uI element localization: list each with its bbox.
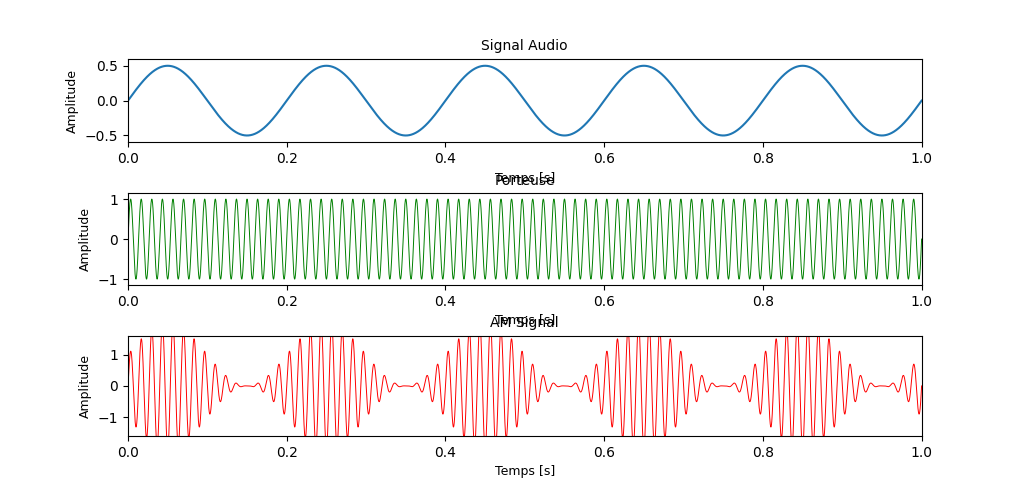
Title: AM Signal: AM Signal: [490, 317, 559, 330]
Title: Signal Audio: Signal Audio: [481, 40, 568, 53]
X-axis label: Temps [s]: Temps [s]: [495, 172, 555, 185]
Y-axis label: Amplitude: Amplitude: [79, 354, 92, 418]
X-axis label: Temps [s]: Temps [s]: [495, 466, 555, 478]
Y-axis label: Amplitude: Amplitude: [79, 207, 92, 271]
Y-axis label: Amplitude: Amplitude: [67, 69, 79, 133]
Title: Porteuse: Porteuse: [495, 174, 555, 188]
X-axis label: Temps [s]: Temps [s]: [495, 315, 555, 327]
